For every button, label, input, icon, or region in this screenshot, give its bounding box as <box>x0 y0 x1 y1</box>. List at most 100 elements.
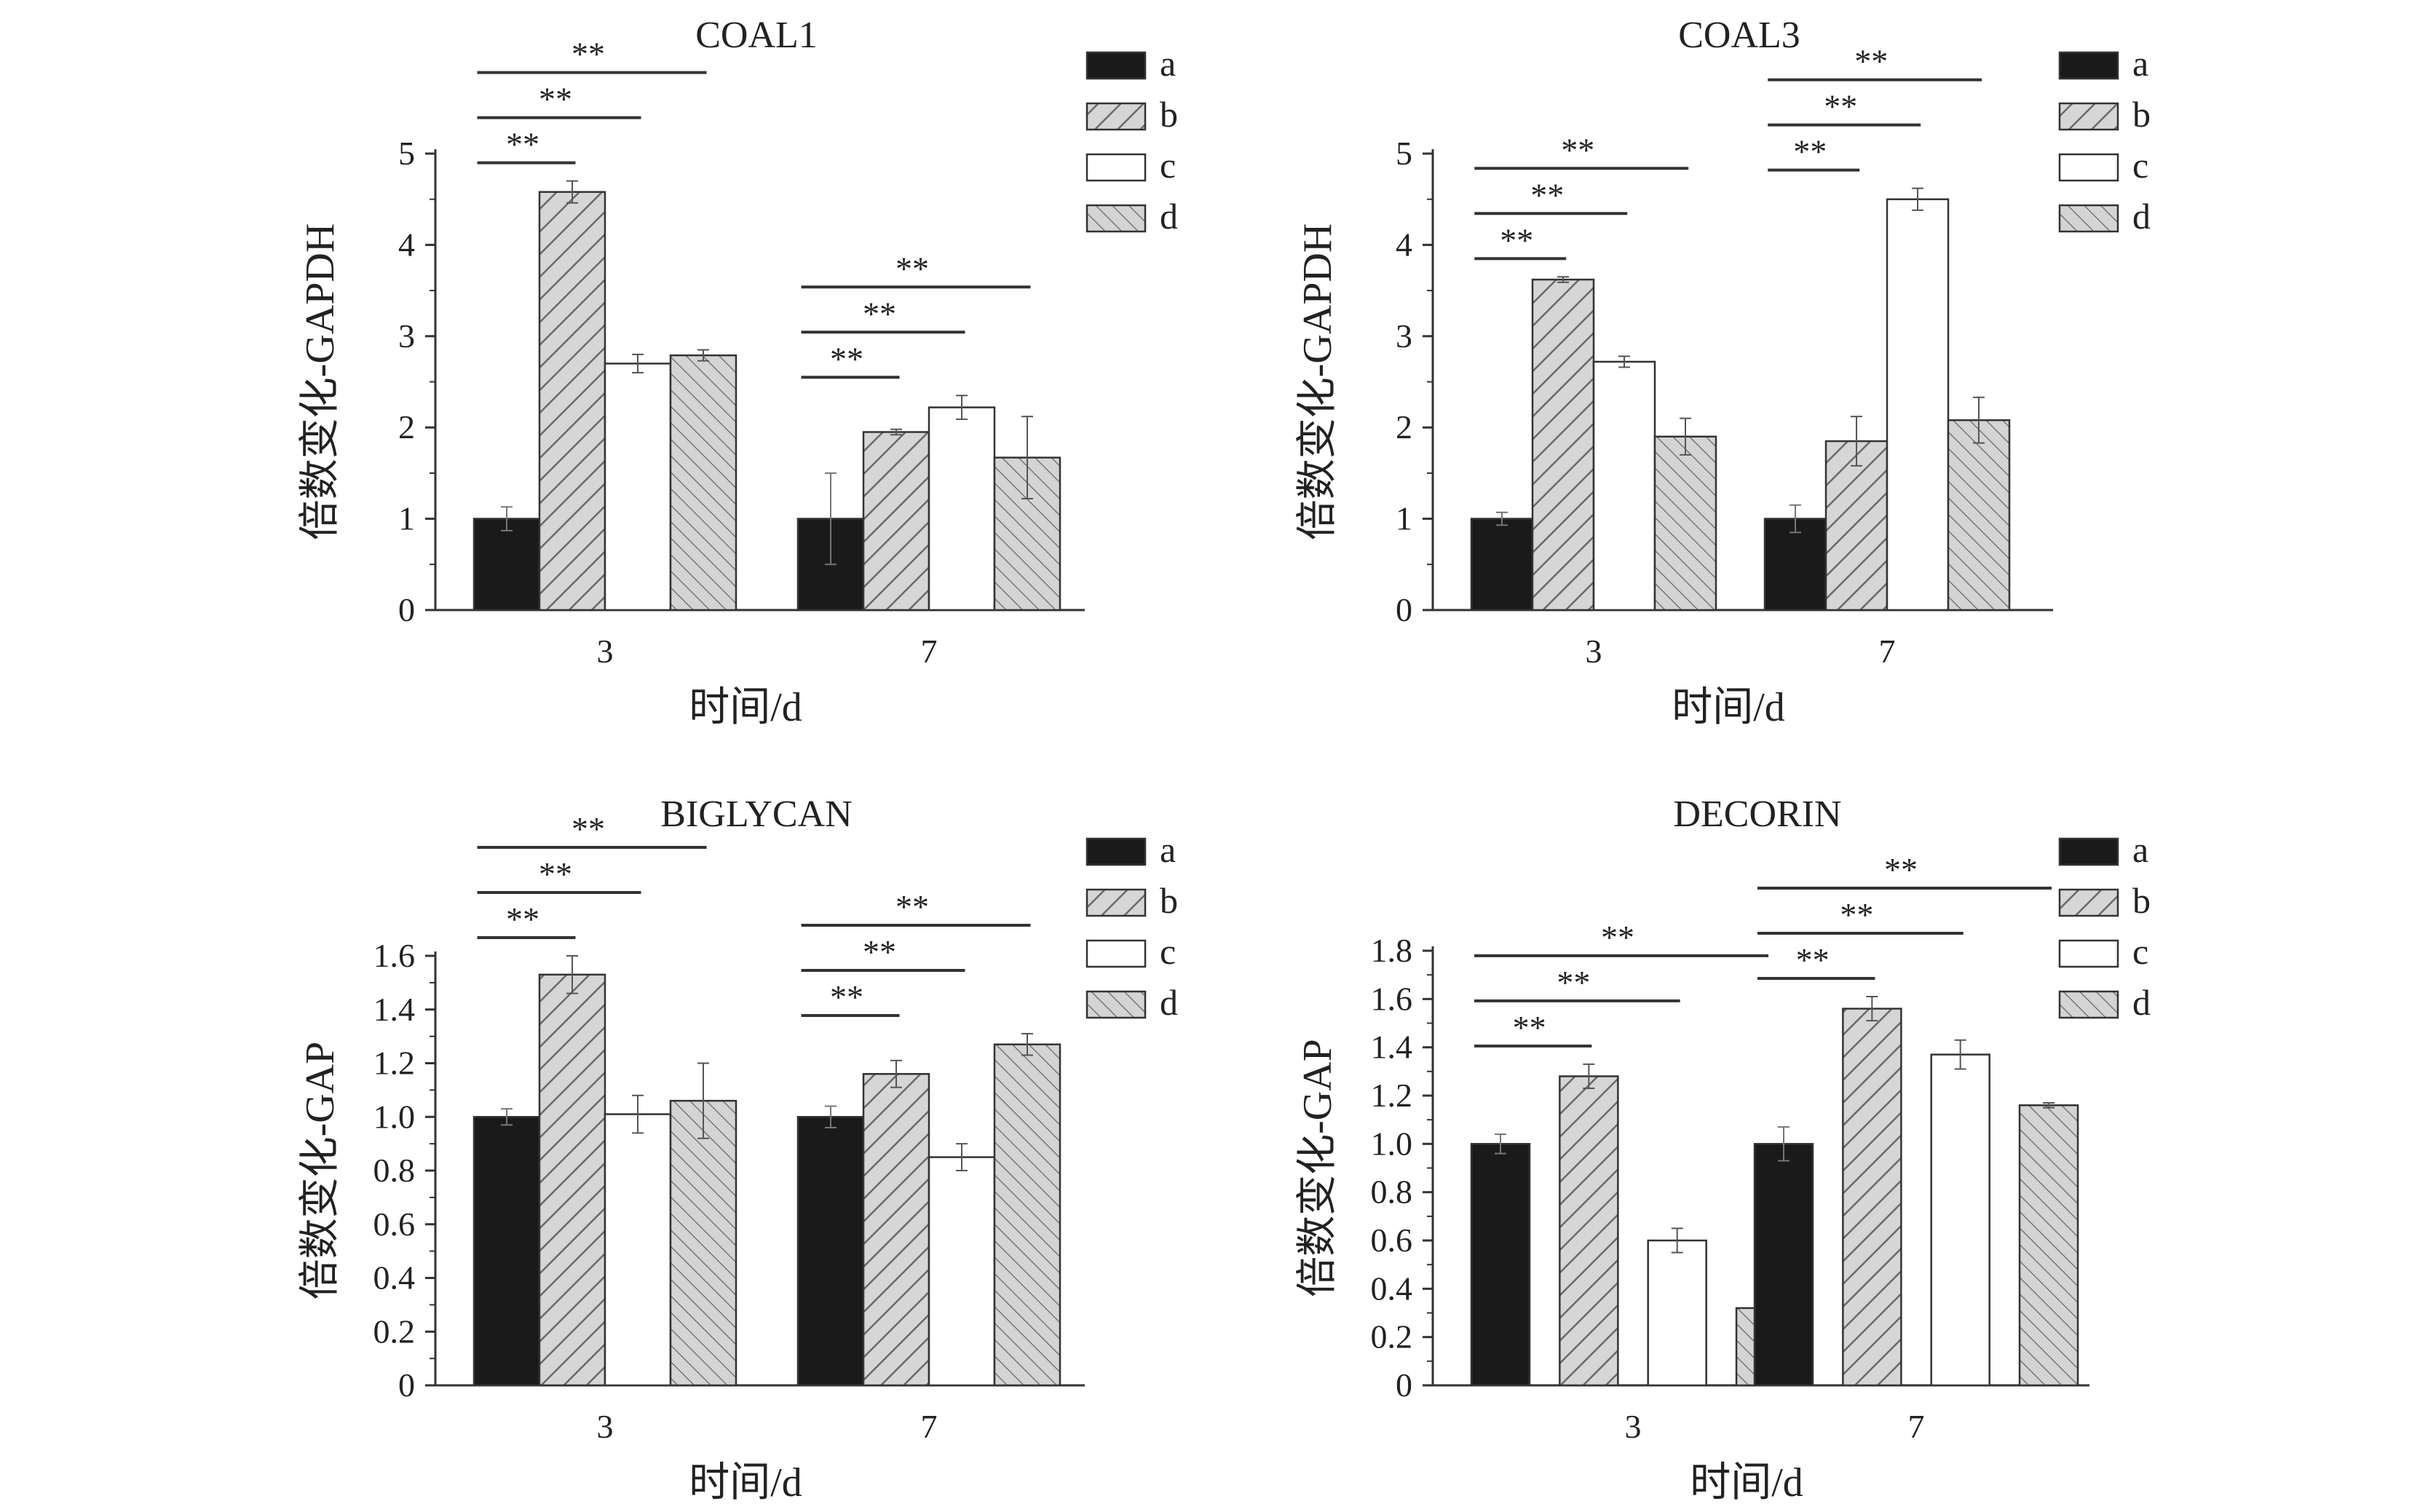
significance-label: ** <box>863 295 896 332</box>
x-tick-label: 3 <box>597 1408 614 1445</box>
y-tick-label: 2 <box>1396 408 1412 446</box>
significance-label: ** <box>830 978 863 1016</box>
y-tick-label: 4 <box>1396 226 1412 263</box>
y-tick-label: 1.4 <box>373 991 416 1028</box>
y-tick-label: 5 <box>398 135 415 172</box>
y-tick-label: 0 <box>398 591 415 628</box>
legend-label: a <box>2132 43 2148 84</box>
bar <box>669 1099 737 1387</box>
legend-label: a <box>1160 43 1176 84</box>
significance-label: ** <box>895 888 929 925</box>
bar <box>1842 1008 1902 1387</box>
legend-swatch <box>2058 102 2119 131</box>
y-axis-label: 倍数变化-GAP <box>298 1042 343 1300</box>
bar <box>472 1116 541 1387</box>
significance-label: ** <box>1561 131 1594 168</box>
legend-swatch <box>2058 939 2119 968</box>
significance-label: ** <box>1840 896 1873 933</box>
significance-label: ** <box>506 901 539 938</box>
significance-label: ** <box>895 250 929 287</box>
x-tick-label: 3 <box>1586 633 1602 670</box>
legend-swatch <box>1085 888 1147 917</box>
legend-label: b <box>2132 94 2151 135</box>
y-tick-label: 1.6 <box>373 937 416 974</box>
bar <box>1653 435 1717 611</box>
legend-label: b <box>1160 880 1178 921</box>
legend-label: d <box>1160 196 1178 237</box>
y-tick-label: 1.2 <box>1371 1077 1413 1114</box>
significance-label: ** <box>1530 176 1564 213</box>
y-tick-label: 0.6 <box>373 1206 416 1243</box>
legend-label: c <box>1160 145 1176 186</box>
legend-swatch <box>1085 204 1147 233</box>
x-tick-label: 7 <box>921 1408 938 1445</box>
y-tick-label: 0 <box>1396 591 1412 628</box>
bar <box>604 1113 672 1387</box>
bar <box>1470 1143 1531 1387</box>
bar <box>472 518 541 611</box>
legend-label: c <box>2132 145 2148 186</box>
significance-label: ** <box>1854 43 1888 80</box>
legend-label: a <box>1160 829 1176 870</box>
y-tick-label: 0.4 <box>373 1259 416 1297</box>
y-tick-label: 0 <box>1396 1366 1412 1404</box>
significance-label: ** <box>572 810 605 847</box>
legend-label: a <box>2132 829 2148 870</box>
y-axis-label: 倍数变化-GAPDH <box>298 223 343 541</box>
bar <box>538 191 606 611</box>
legend-swatch <box>2058 51 2119 80</box>
legend-label: c <box>1160 931 1176 972</box>
bar <box>862 1073 930 1387</box>
significance-label: ** <box>1824 88 1857 125</box>
y-tick-label: 4 <box>398 226 415 263</box>
y-tick-label: 0 <box>398 1366 415 1404</box>
significance-label: ** <box>830 340 863 377</box>
legend-label: d <box>2132 196 2151 237</box>
y-tick-label: 1.8 <box>1371 932 1413 969</box>
bar <box>993 1043 1061 1387</box>
y-axis-label: 倍数变化-GAP <box>1295 1039 1340 1297</box>
bar <box>862 431 930 611</box>
y-tick-label: 1.4 <box>1371 1029 1413 1066</box>
legend-swatch <box>2058 888 2119 917</box>
y-tick-label: 1.0 <box>373 1098 416 1135</box>
chart-panel: COAL3 0 1 2 3 4 5 倍数变化-GAPDH 3 7 时间/d ** ** ** ** ** ** a… <box>1295 15 2151 730</box>
legend-swatch <box>2058 837 2119 866</box>
y-tick-label: 3 <box>1396 317 1412 355</box>
significance-label: ** <box>506 126 539 163</box>
x-tick-label: 7 <box>921 633 938 670</box>
significance-label: ** <box>1500 221 1533 258</box>
significance-label: ** <box>1557 964 1590 1001</box>
legend-swatch <box>1085 102 1147 131</box>
significance-label: ** <box>863 933 896 970</box>
y-tick-label: 1.2 <box>373 1045 416 1082</box>
y-tick-label: 5 <box>1396 135 1412 172</box>
legend-swatch <box>1085 153 1147 182</box>
significance-label: ** <box>1796 941 1830 978</box>
bar <box>604 363 672 611</box>
x-tick-label: 3 <box>597 633 614 670</box>
chart-title: DECORIN <box>1673 793 1841 835</box>
bar <box>1763 518 1827 611</box>
legend-label: c <box>2132 931 2148 972</box>
bar <box>1647 1239 1707 1387</box>
chart-title: BIGLYCAN <box>660 793 852 835</box>
significance-label: ** <box>539 855 572 892</box>
legend-label: d <box>2132 982 2151 1023</box>
y-tick-label: 1.6 <box>1371 980 1413 1017</box>
legend-label: b <box>2132 880 2151 921</box>
legend-label: b <box>1160 94 1178 135</box>
significance-label: ** <box>539 81 572 118</box>
x-axis-label: 时间/d <box>1672 685 1785 730</box>
y-axis-label: 倍数变化-GAPDH <box>1295 223 1340 541</box>
legend-swatch <box>2058 990 2119 1019</box>
legend-swatch <box>1085 51 1147 80</box>
legend-swatch <box>1085 837 1147 866</box>
x-tick-label: 7 <box>1879 633 1896 670</box>
x-axis-label: 时间/d <box>689 685 802 730</box>
bar <box>1930 1053 1990 1387</box>
y-tick-label: 1 <box>1396 500 1412 537</box>
y-tick-label: 0.8 <box>1371 1173 1413 1211</box>
